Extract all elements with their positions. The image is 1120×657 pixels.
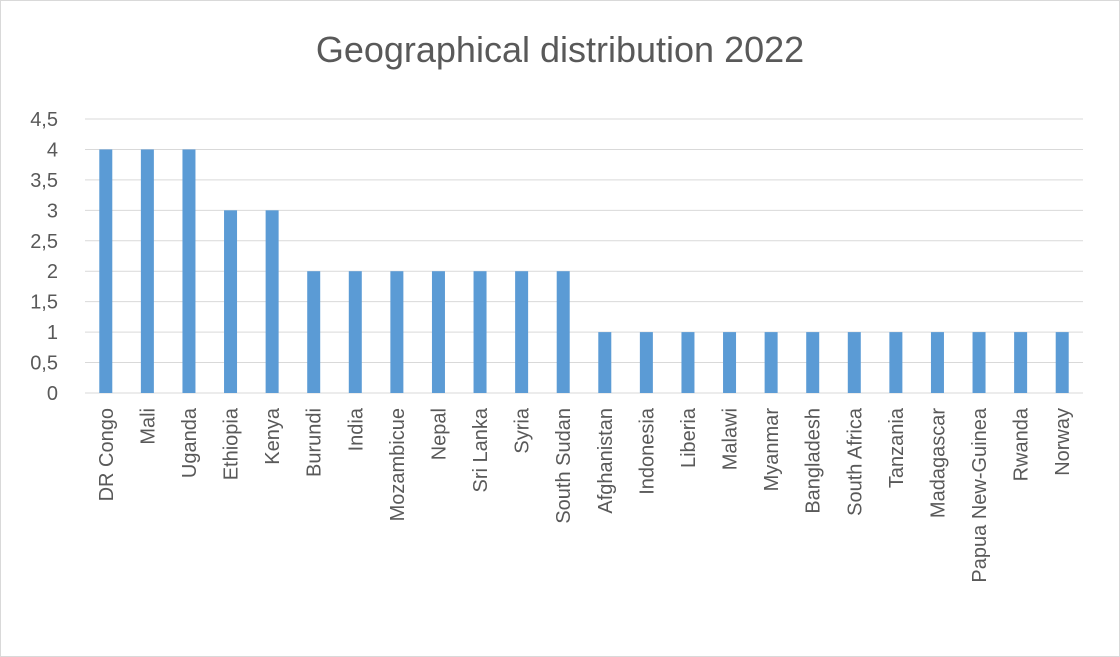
y-tick-label: 2 [47, 261, 58, 283]
bars [99, 149, 1069, 393]
y-tick-label: 1 [47, 322, 58, 344]
bar [515, 271, 529, 393]
y-tick-label: 3 [47, 200, 58, 222]
x-tick-label: Burundi [304, 408, 326, 477]
chart-title: Geographical distribution 2022 [315, 29, 805, 70]
bar [224, 210, 238, 393]
bar [556, 271, 570, 393]
x-tick-label: Mozambicue [387, 408, 409, 521]
x-tick-label: Malawi [720, 408, 742, 470]
bar [1014, 332, 1028, 393]
bar [930, 332, 944, 393]
bar [681, 332, 695, 393]
bar [889, 332, 903, 393]
bar [639, 332, 653, 393]
y-tick-label: 4,5 [30, 109, 58, 131]
bar [99, 149, 113, 393]
x-tick-label: Myanmar [761, 408, 783, 492]
y-tick-label: 0,5 [30, 353, 58, 375]
bar [431, 271, 445, 393]
x-tick-label: Mali [137, 408, 159, 445]
x-tick-label: Papua New-Guinea [969, 407, 991, 582]
bar [390, 271, 404, 393]
bar [348, 271, 362, 393]
bar [723, 332, 737, 393]
x-tick-label: Kenya [262, 407, 284, 465]
y-axis-ticks: 0 0,5 1 1,5 2 2,5 3 3,5 4 4,5 [30, 109, 58, 405]
x-tick-label: Uganda [179, 407, 201, 478]
bar [182, 149, 196, 393]
y-tick-label: 1,5 [30, 292, 58, 314]
x-tick-label: Nepal [428, 408, 450, 460]
bar [307, 271, 321, 393]
y-tick-label: 4 [47, 139, 58, 161]
bar [806, 332, 820, 393]
gridlines [85, 118, 1083, 394]
bar [972, 332, 986, 393]
x-tick-label: South Africa [844, 407, 866, 516]
bar [847, 332, 861, 393]
x-tick-label: Sri Lanka [470, 407, 492, 492]
y-tick-label: 0 [47, 383, 58, 405]
x-tick-label: DR Congo [96, 408, 118, 501]
x-tick-label: Bangladesh [803, 408, 825, 514]
x-tick-label: Afghanistan [595, 408, 617, 514]
x-tick-label: India [345, 407, 367, 451]
bar [140, 149, 154, 393]
bar [1055, 332, 1069, 393]
y-tick-label: 2,5 [30, 231, 58, 253]
x-tick-label: South Sudan [553, 408, 575, 524]
x-tick-label: Madagascar [927, 408, 949, 518]
bar [265, 210, 279, 393]
x-tick-label: Rwanda [1011, 407, 1033, 481]
x-tick-label: Ethiopia [221, 407, 243, 480]
x-tick-label: Tanzania [886, 407, 908, 488]
y-tick-label: 3,5 [30, 170, 58, 192]
x-tick-label: Liberia [678, 407, 700, 468]
x-tick-label: Syria [512, 407, 534, 453]
bar [598, 332, 612, 393]
bar [764, 332, 778, 393]
x-tick-label: Indonesia [636, 407, 658, 495]
x-axis-ticks: DR Congo Mali Uganda Ethiopia Kenya Burundi In… [96, 407, 1074, 582]
x-tick-label: Norway [1052, 408, 1074, 476]
bar [473, 271, 487, 393]
